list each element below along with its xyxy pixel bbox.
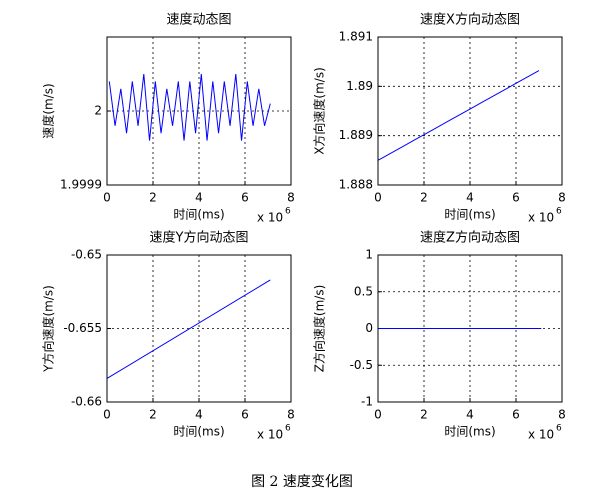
plot-area — [378, 37, 562, 185]
x-tick-label: 6 — [512, 191, 520, 205]
x-tick-label: 2 — [420, 408, 428, 422]
x-tick-label: 2 — [420, 191, 428, 205]
x-axis-label: 时间(ms) — [444, 425, 495, 439]
x-exponent: 6 — [556, 207, 562, 217]
y-tick-label: -0.5 — [350, 358, 373, 372]
x-tick-label: 0 — [103, 191, 111, 205]
x-tick-label: 2 — [149, 408, 157, 422]
y-tick-label: 1.89 — [346, 79, 373, 93]
x-tick-label: 4 — [466, 408, 474, 422]
x-tick-label: 4 — [466, 191, 474, 205]
y-tick-label: -0.65 — [71, 248, 102, 262]
y-axis-label: X方向速度(m/s) — [312, 67, 327, 155]
y-axis-label: Z方向速度(m/s) — [312, 285, 327, 373]
chart-title: 速度X方向动态图 — [420, 12, 520, 28]
x-tick-label: 6 — [512, 408, 520, 422]
y-tick-label: -1 — [361, 395, 373, 409]
y-tick-label: -0.66 — [71, 395, 102, 409]
figure-caption: 图 2 速度变化图 — [251, 474, 353, 490]
x-tick-label: 2 — [149, 191, 157, 205]
chart-title: 速度Y方向动态图 — [150, 230, 249, 246]
y-tick-label: 1.888 — [339, 178, 373, 192]
x-tick-label: 4 — [195, 191, 203, 205]
y-tick-label: 1.9999 — [60, 178, 102, 192]
axes-box — [377, 36, 563, 186]
x-tick-label: 8 — [558, 408, 566, 422]
x-axis-label: 时间(ms) — [444, 208, 495, 222]
x-multiplier: x 10 — [528, 428, 554, 442]
y-tick-label: 1.889 — [339, 128, 373, 142]
x-tick-label: 4 — [195, 408, 203, 422]
x-tick-label: 6 — [241, 408, 249, 422]
axes-box — [106, 36, 292, 186]
y-tick-label: 0.5 — [354, 284, 373, 298]
x-axis-label: 时间(ms) — [173, 208, 224, 222]
y-tick-label: 1 — [365, 248, 373, 262]
data-line — [377, 70, 540, 161]
y-tick-label: 1.891 — [339, 30, 373, 44]
data-line — [106, 279, 271, 379]
x-multiplier: x 10 — [257, 211, 283, 225]
x-tick-label: 0 — [374, 191, 382, 205]
x-exponent: 6 — [285, 424, 291, 434]
x-tick-label: 6 — [241, 191, 249, 205]
data-line — [108, 73, 271, 141]
x-tick-label: 8 — [558, 191, 566, 205]
x-tick-label: 8 — [287, 191, 295, 205]
y-axis-label: Y方向速度(m/s) — [41, 285, 56, 373]
chart-title: 速度动态图 — [166, 12, 231, 28]
x-exponent: 6 — [556, 424, 562, 434]
y-tick-label: 0 — [365, 321, 373, 335]
y-tick-label: 2 — [94, 104, 102, 118]
x-exponent: 6 — [285, 207, 291, 217]
x-tick-label: 0 — [103, 408, 111, 422]
x-tick-label: 8 — [287, 408, 295, 422]
x-multiplier: x 10 — [528, 211, 554, 225]
y-tick-label: -0.655 — [63, 321, 102, 335]
y-axis-label: 速度(m/s) — [41, 83, 56, 138]
axes-box — [377, 254, 563, 403]
chart-title: 速度Z方向动态图 — [420, 230, 520, 246]
x-axis-label: 时间(ms) — [173, 425, 224, 439]
x-multiplier: x 10 — [257, 428, 283, 442]
axes-box — [106, 254, 292, 403]
x-tick-label: 0 — [374, 408, 382, 422]
